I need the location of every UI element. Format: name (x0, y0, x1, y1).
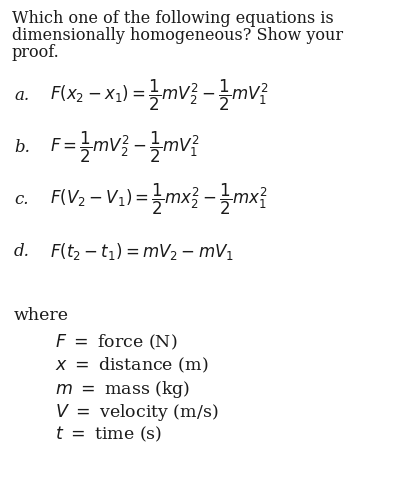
Text: $F(t_2 - t_1) = mV_2 - mV_1$: $F(t_2 - t_1) = mV_2 - mV_1$ (50, 241, 234, 262)
Text: proof.: proof. (12, 44, 60, 61)
Text: a.: a. (14, 87, 29, 104)
Text: $V$ $=$ velocity (m/s): $V$ $=$ velocity (m/s) (55, 402, 218, 423)
Text: $F = \dfrac{1}{2}mV_2^2 - \dfrac{1}{2}mV_1^2$: $F = \dfrac{1}{2}mV_2^2 - \dfrac{1}{2}mV… (50, 130, 200, 165)
Text: d.: d. (14, 243, 30, 260)
Text: $F(V_2 - V_1) = \dfrac{1}{2}mx_2^2 - \dfrac{1}{2}mx_1^2$: $F(V_2 - V_1) = \dfrac{1}{2}mx_2^2 - \df… (50, 181, 268, 217)
Text: dimensionally homogeneous? Show your: dimensionally homogeneous? Show your (12, 27, 343, 44)
Text: b.: b. (14, 138, 30, 155)
Text: where: where (14, 307, 69, 324)
Text: $t$ $=$ time (s): $t$ $=$ time (s) (55, 425, 162, 444)
Text: $x$ $=$ distance (m): $x$ $=$ distance (m) (55, 356, 208, 375)
Text: $F(x_2 - x_1) = \dfrac{1}{2}mV_2^2 - \dfrac{1}{2}mV_1^2$: $F(x_2 - x_1) = \dfrac{1}{2}mV_2^2 - \df… (50, 77, 268, 112)
Text: c.: c. (14, 190, 29, 207)
Text: $F$ $=$ force (N): $F$ $=$ force (N) (55, 333, 177, 352)
Text: $m$ $=$ mass (kg): $m$ $=$ mass (kg) (55, 379, 190, 400)
Text: Which one of the following equations is: Which one of the following equations is (12, 10, 334, 27)
